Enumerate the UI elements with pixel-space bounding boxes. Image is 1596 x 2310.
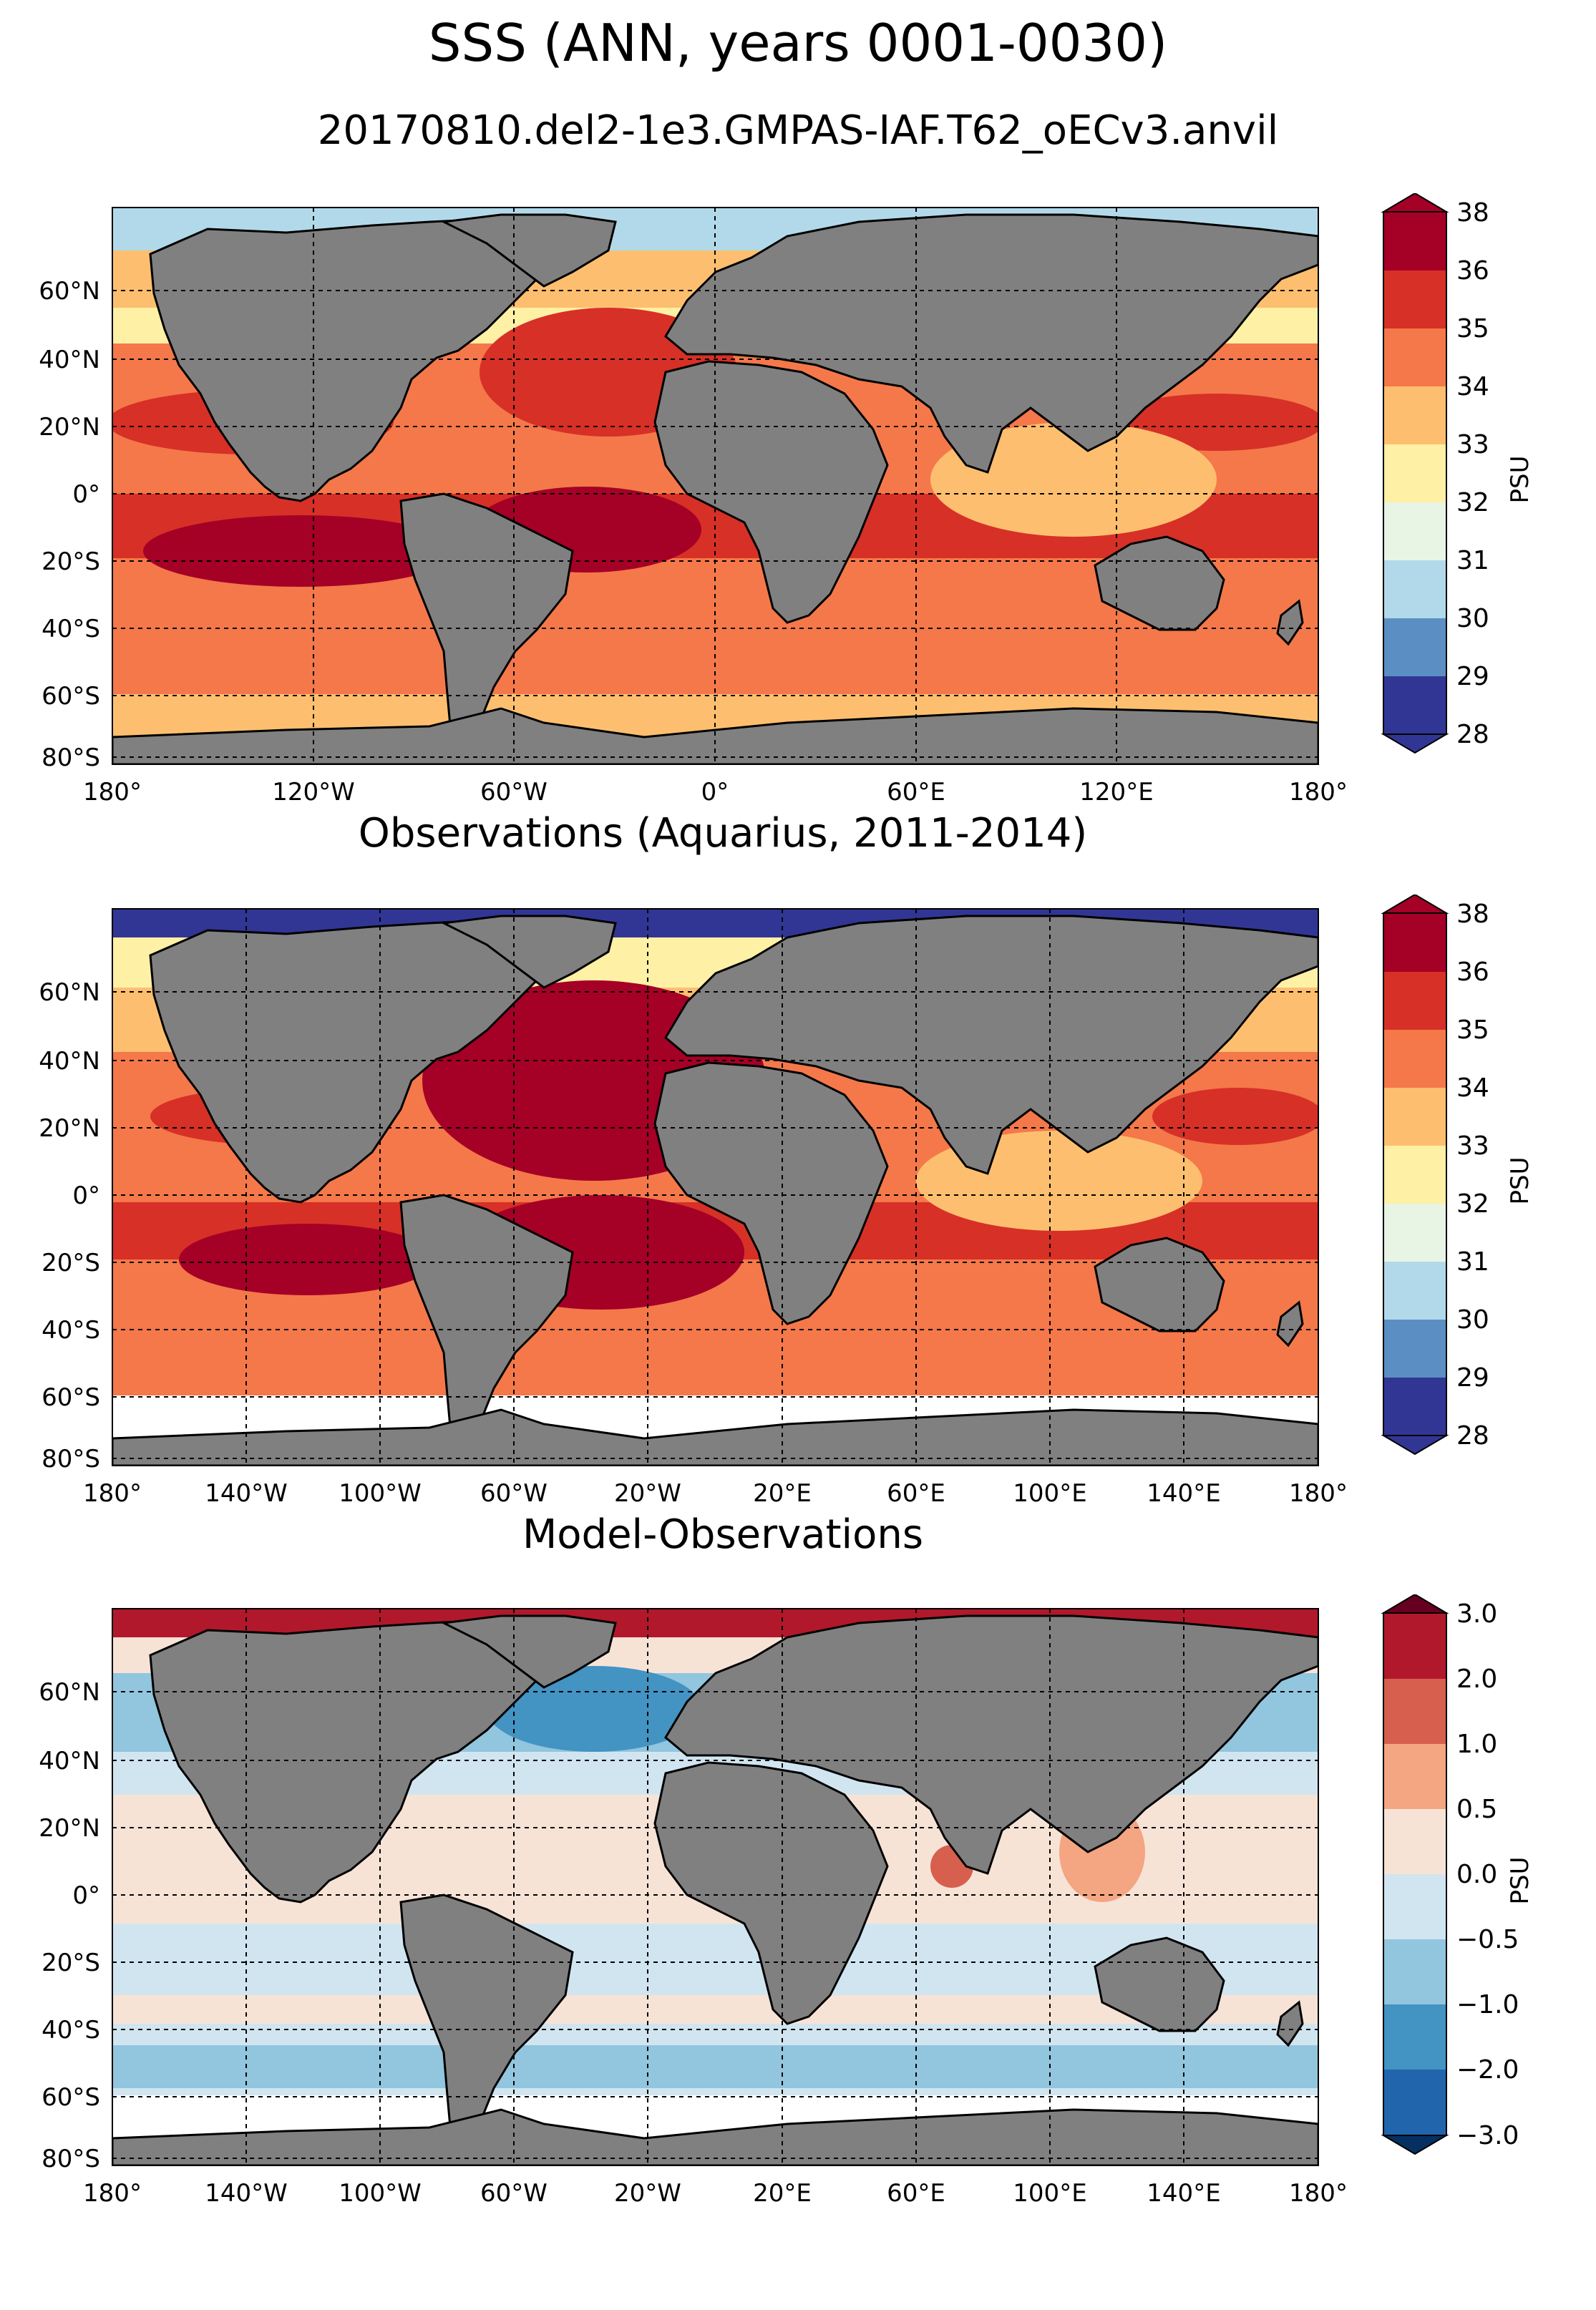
x-tick-label: 60°E	[887, 778, 945, 806]
model-map-panel: 180° 120°W 60°W 0° 60°E 120°E 180° 60°N …	[39, 193, 1534, 806]
y-tick-label: 20°N	[39, 1114, 100, 1143]
x-tick-label: 100°W	[339, 1479, 422, 1508]
x-tick-label: 180°	[1289, 778, 1348, 806]
colorbar-tick: 0.5	[1456, 1795, 1497, 1824]
x-tick-label: 140°E	[1147, 1479, 1220, 1508]
x-tick-label: 20°E	[753, 2179, 812, 2208]
observations-ticks: 180° 140°W 100°W 60°W 20°W 20°E 60°E 100…	[39, 978, 1348, 1508]
colorbar-tick: −2.0	[1456, 2055, 1519, 2085]
colorbar-tick: 28	[1456, 720, 1489, 749]
y-tick-label: 0°	[72, 1181, 100, 1210]
x-tick-label: 100°W	[339, 2179, 422, 2208]
y-tick-label: 40°N	[39, 1747, 100, 1775]
colorbar: 38 36 35 34 33 32 31 30 29 28 PSU	[1381, 895, 1534, 1456]
colorbar-tick: 38	[1456, 900, 1489, 929]
colorbar-label: PSU	[1506, 1157, 1534, 1205]
y-tick-label: 80°S	[42, 1445, 100, 1473]
x-tick-label: 180°	[83, 2179, 142, 2208]
y-tick-label: 80°S	[42, 744, 100, 772]
colorbar-tick: 29	[1456, 1363, 1489, 1393]
colorbar: 3.0 2.0 1.0 0.5 0.0 −0.5 −1.0 −2.0 −3.0 …	[1381, 1594, 1534, 2155]
colorbar-tick: 31	[1456, 546, 1489, 575]
x-tick-label: 100°E	[1013, 2179, 1086, 2208]
colorbar-tick: 38	[1456, 198, 1489, 228]
x-tick-label: 140°W	[205, 1479, 288, 1508]
colorbar-tick: 35	[1456, 1015, 1489, 1045]
colorbar-tick: 31	[1456, 1247, 1489, 1277]
colorbar-tick: 0.0	[1456, 1860, 1497, 1889]
figure-title: SSS (ANN, years 0001-0030)	[428, 13, 1168, 73]
colorbar-tick: 34	[1456, 1073, 1489, 1103]
y-tick-label: 60°N	[39, 978, 100, 1007]
y-tick-label: 40°N	[39, 1047, 100, 1076]
y-tick-label: 40°S	[42, 1316, 100, 1345]
colorbar-tick: 30	[1456, 604, 1489, 633]
y-tick-label: 60°S	[42, 682, 100, 711]
colorbar-tick: 33	[1456, 430, 1489, 459]
x-tick-label: 20°E	[753, 1479, 812, 1508]
colorbar-tick: 30	[1456, 1305, 1489, 1335]
figure-subtitle: 20170810.del2-1e3.GMPAS-IAF.T62_oECv3.an…	[317, 107, 1279, 154]
colorbar-tick: 35	[1456, 314, 1489, 343]
y-tick-label: 60°S	[42, 1383, 100, 1412]
colorbar-tick: 1.0	[1456, 1730, 1497, 1759]
x-tick-label: 140°E	[1147, 2179, 1220, 2208]
difference-map-panel: 180° 140°W 100°W 60°W 20°W 20°E 60°E 100…	[39, 1594, 1534, 2208]
x-tick-label: 140°W	[205, 2179, 288, 2208]
colorbar-tick: −0.5	[1456, 1925, 1519, 1954]
colorbar-tick: 28	[1456, 1421, 1489, 1451]
x-tick-label: 0°	[701, 778, 729, 806]
colorbar: 38 36 35 34 33 32 31 30 29 28 PSU	[1381, 193, 1534, 754]
x-tick-label: 100°E	[1013, 1479, 1086, 1508]
y-tick-label: 60°N	[39, 277, 100, 306]
observations-panel-title: Observations (Aquarius, 2011-2014)	[358, 810, 1088, 857]
colorbar-tick: 2.0	[1456, 1665, 1497, 1694]
y-tick-label: 60°N	[39, 1678, 100, 1707]
colorbar-tick: 32	[1456, 488, 1489, 517]
y-tick-label: 80°S	[42, 2145, 100, 2173]
x-tick-label: 60°W	[480, 778, 548, 806]
x-tick-label: 60°W	[480, 1479, 548, 1508]
x-tick-label: 20°W	[614, 1479, 681, 1508]
x-tick-label: 180°	[1289, 1479, 1348, 1508]
x-tick-label: 180°	[83, 1479, 142, 1508]
y-tick-label: 20°N	[39, 413, 100, 442]
observations-map-panel: 180° 140°W 100°W 60°W 20°W 20°E 60°E 100…	[39, 895, 1534, 1508]
y-tick-label: 0°	[72, 1881, 100, 1910]
colorbar-tick: −1.0	[1456, 1990, 1519, 2019]
colorbar-tick: 32	[1456, 1189, 1489, 1219]
difference-ticks: 180° 140°W 100°W 60°W 20°W 20°E 60°E 100…	[39, 1678, 1348, 2208]
colorbar-tick: 36	[1456, 256, 1489, 286]
y-tick-label: 40°N	[39, 346, 100, 374]
colorbar-tick: −3.0	[1456, 2121, 1519, 2150]
colorbar-tick: 36	[1456, 957, 1489, 987]
x-tick-label: 60°E	[887, 2179, 945, 2208]
y-tick-label: 20°S	[42, 1249, 100, 1277]
colorbar-tick: 33	[1456, 1131, 1489, 1161]
graticule	[112, 1609, 1319, 2165]
difference-panel-title: Model-Observations	[522, 1511, 924, 1558]
x-tick-label: 120°W	[272, 778, 355, 806]
colorbar-tick: 29	[1456, 662, 1489, 691]
colorbar-tick: 34	[1456, 372, 1489, 401]
graticule	[112, 909, 1319, 1466]
graticule	[112, 208, 1319, 764]
x-tick-label: 20°W	[614, 2179, 681, 2208]
y-tick-label: 20°S	[42, 547, 100, 576]
colorbar-label: PSU	[1506, 456, 1534, 504]
y-tick-label: 40°S	[42, 2016, 100, 2045]
y-tick-label: 40°S	[42, 615, 100, 643]
y-tick-label: 20°N	[39, 1814, 100, 1843]
x-tick-label: 180°	[1289, 2179, 1348, 2208]
x-tick-label: 180°	[83, 778, 142, 806]
y-tick-label: 60°S	[42, 2083, 100, 2112]
colorbar-tick: 3.0	[1456, 1599, 1497, 1629]
y-tick-label: 0°	[72, 480, 100, 509]
x-tick-label: 120°E	[1079, 778, 1153, 806]
model-ticks: 180° 120°W 60°W 0° 60°E 120°E 180° 60°N …	[39, 277, 1348, 806]
colorbar-label: PSU	[1506, 1857, 1534, 1905]
x-tick-label: 60°W	[480, 2179, 548, 2208]
x-tick-label: 60°E	[887, 1479, 945, 1508]
y-tick-label: 20°S	[42, 1949, 100, 1977]
